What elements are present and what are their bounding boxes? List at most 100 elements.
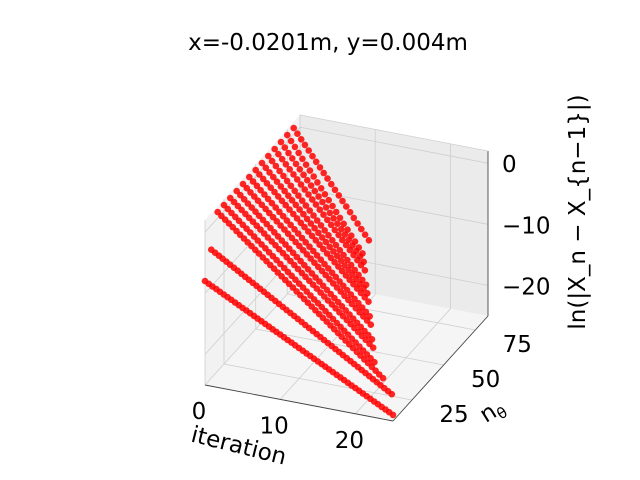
data-point [294, 130, 301, 137]
z-axis-label: ln(|X_n − X_{n−1}|) [565, 94, 591, 329]
data-point [266, 169, 273, 176]
data-point [339, 236, 346, 244]
data-point [328, 269, 336, 277]
data-point [326, 243, 334, 251]
data-point [282, 161, 290, 168]
data-point [325, 196, 333, 204]
data-point [258, 159, 266, 167]
data-point [307, 182, 315, 189]
data-point [272, 162, 280, 170]
data-point [304, 176, 311, 184]
data-point [283, 217, 291, 224]
data-point [278, 197, 286, 205]
data-point [334, 220, 341, 227]
data-point [335, 263, 342, 270]
data-point [309, 152, 316, 160]
data-point [379, 374, 387, 382]
data-point [297, 219, 305, 227]
data-point [316, 241, 323, 248]
grid-line-y [223, 199, 413, 401]
data-point [344, 256, 351, 264]
data-point [271, 145, 279, 153]
data-point [331, 258, 338, 266]
data-point [284, 230, 292, 237]
data-point [267, 224, 274, 232]
data-point [310, 247, 317, 255]
y-axis-line [392, 315, 489, 422]
data-point [289, 155, 296, 162]
data-point [286, 166, 294, 173]
data-point [329, 202, 336, 210]
data-point [361, 267, 369, 274]
data-point [290, 210, 297, 218]
data-point [321, 227, 329, 234]
data-point [259, 175, 267, 183]
z-tick-label: −20 [502, 274, 551, 300]
data-point [336, 214, 344, 222]
data-point [333, 252, 341, 260]
data-point [282, 201, 290, 209]
data-point [326, 209, 334, 217]
data-point [388, 390, 396, 398]
data-point [330, 215, 337, 222]
data-point [307, 220, 315, 227]
data-point [313, 217, 321, 224]
data-point [302, 202, 310, 209]
data-point [285, 192, 292, 199]
data-point [332, 241, 340, 249]
data-point [267, 184, 275, 191]
data-point [361, 294, 369, 301]
data-point [290, 171, 297, 178]
data-point [303, 215, 311, 223]
data-point [283, 177, 291, 185]
data-point [327, 254, 335, 262]
data-point [347, 261, 355, 269]
data-points [201, 124, 397, 419]
data-point [331, 226, 339, 234]
data-point [365, 237, 373, 244]
data-point [305, 147, 313, 154]
data-point [353, 285, 361, 292]
data-point [335, 231, 342, 239]
data-point [341, 231, 349, 238]
data-point [358, 225, 365, 233]
data-point [321, 191, 329, 198]
data-point [340, 220, 348, 228]
data-point [361, 231, 369, 238]
data-point [306, 243, 313, 250]
data-point [308, 232, 316, 240]
data-point [365, 298, 372, 306]
data-point [291, 187, 299, 195]
data-point [287, 137, 295, 145]
data-point [316, 164, 324, 171]
data-point [348, 300, 356, 308]
data-point [268, 199, 276, 207]
data-point [317, 222, 325, 229]
data-point [340, 251, 347, 259]
data-point [341, 262, 349, 269]
data-point [323, 250, 331, 257]
data-point [332, 208, 340, 216]
data-point [318, 234, 326, 241]
data-point [310, 173, 318, 180]
data-point [264, 195, 272, 203]
data-point [277, 138, 285, 146]
data-point [317, 256, 325, 264]
data-point [389, 411, 397, 419]
data-point [344, 226, 351, 233]
data-point [311, 187, 319, 195]
y-tick-label: 50 [471, 367, 500, 393]
data-point [249, 178, 257, 185]
data-point [319, 198, 326, 206]
data-point [272, 204, 280, 211]
data-point [295, 192, 302, 199]
data-point [246, 173, 253, 181]
data-point [296, 166, 304, 173]
grid-line-y [255, 164, 444, 366]
data-point [345, 236, 353, 244]
data-point [257, 186, 264, 194]
data-point [306, 207, 314, 214]
data-point [310, 212, 317, 219]
z-tick-label: 0 [502, 152, 517, 178]
